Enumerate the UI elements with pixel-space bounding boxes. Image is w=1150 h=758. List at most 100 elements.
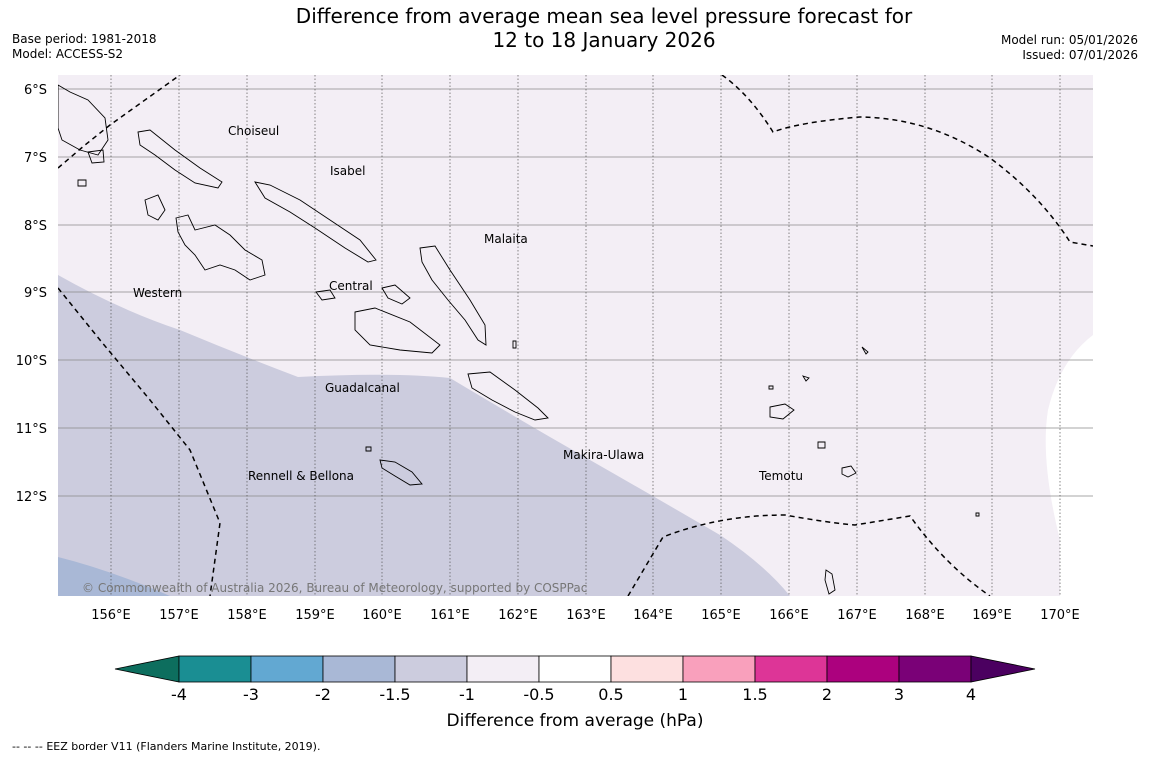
florida-islands	[381, 284, 411, 305]
lon-tick: 168°E	[905, 608, 945, 623]
title-line-1: Difference from average mean sea level p…	[295, 4, 913, 28]
bellona-island	[365, 446, 372, 452]
lat-tick: 10°S	[16, 354, 47, 369]
base-period: Base period: 1981-2018	[12, 32, 157, 46]
lat-tick: 9°S	[24, 286, 47, 301]
model-name: Model: ACCESS-S2	[12, 47, 124, 61]
lon-tick: 158°E	[227, 608, 267, 623]
issued-date: Issued: 07/01/2026	[1022, 48, 1138, 62]
russell-islands	[315, 289, 336, 301]
colorbar-label: -2	[315, 685, 331, 704]
tikopia-island	[975, 512, 980, 517]
run-info: Model run: 05/01/2026 Issued: 07/01/2026	[1001, 33, 1138, 63]
colorbar-extend-low	[114, 655, 180, 683]
colorbar-label: 3	[894, 685, 904, 704]
lon-tick-labels: 156°E 157°E 158°E 159°E 160°E 161°E 162°…	[91, 608, 1080, 623]
colorbar-labels: -4 -3 -2 -1.5 -1 -0.5 0.5 1 1.5 2 3 4	[171, 685, 976, 704]
base-info: Base period: 1981-2018 Model: ACCESS-S2	[12, 32, 157, 62]
chart-title: Difference from average mean sea level p…	[0, 4, 1150, 52]
lat-tick-labels: 6°S 7°S 8°S 9°S 10°S 11°S 12°S	[16, 83, 47, 505]
colorbar-cell	[754, 655, 828, 683]
colorbar-label: -3	[243, 685, 259, 704]
lon-tick: 159°E	[295, 608, 335, 623]
lon-tick: 163°E	[566, 608, 606, 623]
lon-tick: 157°E	[159, 608, 199, 623]
ontong-islet	[512, 340, 517, 349]
duff-islands	[801, 375, 810, 382]
colorbar-label: -4	[171, 685, 187, 704]
colorbar-cell	[538, 655, 612, 683]
colorbar-cell	[610, 655, 684, 683]
lat-tick: 7°S	[24, 151, 47, 166]
copyright-note: © Commonwealth of Australia 2026, Bureau…	[82, 581, 587, 595]
anomaly-band-zero	[1045, 335, 1093, 596]
colorbar-label: -1.5	[379, 685, 410, 704]
anuta-island	[824, 569, 836, 595]
vanikoro-island	[841, 465, 857, 478]
lat-gridlines	[58, 88, 1093, 497]
guadalcanal-island	[354, 307, 441, 354]
reef-islands	[768, 385, 774, 390]
colorbar-cell	[250, 655, 324, 683]
colorbar: -4 -3 -2 -1.5 -1 -0.5 0.5 1 1.5 2 3 4 Difference fr…	[114, 655, 1036, 731]
lon-tick: 166°E	[769, 608, 809, 623]
colorbar-extend-high	[970, 655, 1036, 683]
eez-legend: -- -- -- EEZ border V11 (Flanders Marine…	[12, 740, 320, 753]
lon-tick: 160°E	[362, 608, 402, 623]
colorbar-title: Difference from average (hPa)	[447, 711, 704, 731]
region-labels: Choiseul Isabel Malaita Western Central …	[133, 124, 803, 483]
malaita-island	[419, 245, 487, 346]
region-label: Choiseul	[228, 124, 279, 138]
colorbar-cell	[178, 655, 252, 683]
colorbar-cell	[394, 655, 468, 683]
region-label: Makira-Ulawa	[563, 448, 644, 462]
colorbar-label: -1	[459, 685, 475, 704]
lon-tick: 169°E	[972, 608, 1012, 623]
colorbar-cell	[682, 655, 756, 683]
model-run: Model run: 05/01/2026	[1000, 33, 1138, 47]
coastlines	[58, 84, 980, 595]
eez-borders	[58, 75, 1093, 596]
lat-tick: 11°S	[16, 422, 47, 437]
colorbar-cell	[322, 655, 396, 683]
makira-island	[467, 371, 549, 421]
colorbar-label: 2	[822, 685, 832, 704]
santa-cruz-island	[769, 403, 795, 420]
lat-tick: 12°S	[16, 490, 47, 505]
lat-tick: 6°S	[24, 83, 47, 98]
region-label: Rennell & Bellona	[248, 469, 354, 483]
rennell-island	[379, 459, 423, 486]
lon-tick: 170°E	[1040, 608, 1080, 623]
lon-tick: 161°E	[430, 608, 470, 623]
colorbar-cell	[466, 655, 540, 683]
choiseul-island	[137, 129, 223, 189]
anomaly-band-minus1_5	[58, 275, 790, 596]
lon-tick: 162°E	[498, 608, 538, 623]
lon-tick: 156°E	[91, 608, 131, 623]
eez-legend-text: EEZ border V11 (Flanders Marine Institut…	[46, 740, 321, 753]
isabel-island	[254, 181, 377, 263]
colorbar-label: 0.5	[598, 685, 623, 704]
region-label: Western	[133, 286, 182, 300]
lat-tick: 8°S	[24, 219, 47, 234]
region-label: Temotu	[758, 469, 803, 483]
region-label: Malaita	[484, 232, 528, 246]
map-area: Choiseul Isabel Malaita Western Central …	[58, 75, 1093, 596]
region-label: Isabel	[330, 164, 365, 178]
region-label: Central	[329, 279, 373, 293]
lon-tick: 164°E	[633, 608, 673, 623]
lon-tick: 167°E	[837, 608, 877, 623]
utupua-island	[817, 441, 826, 449]
colorbar-cell	[898, 655, 972, 683]
title-line-2: 12 to 18 January 2026	[492, 28, 716, 52]
anomaly-band-minus2	[58, 557, 170, 596]
colorbar-label: 1.5	[742, 685, 767, 704]
region-label: Guadalcanal	[325, 381, 400, 395]
colorbar-cells	[178, 655, 972, 683]
vella-lavella-island	[144, 194, 166, 221]
colorbar-label: 4	[966, 685, 976, 704]
treasury-islands	[77, 179, 87, 187]
colorbar-label: 1	[678, 685, 688, 704]
new-georgia-islands	[175, 214, 266, 281]
